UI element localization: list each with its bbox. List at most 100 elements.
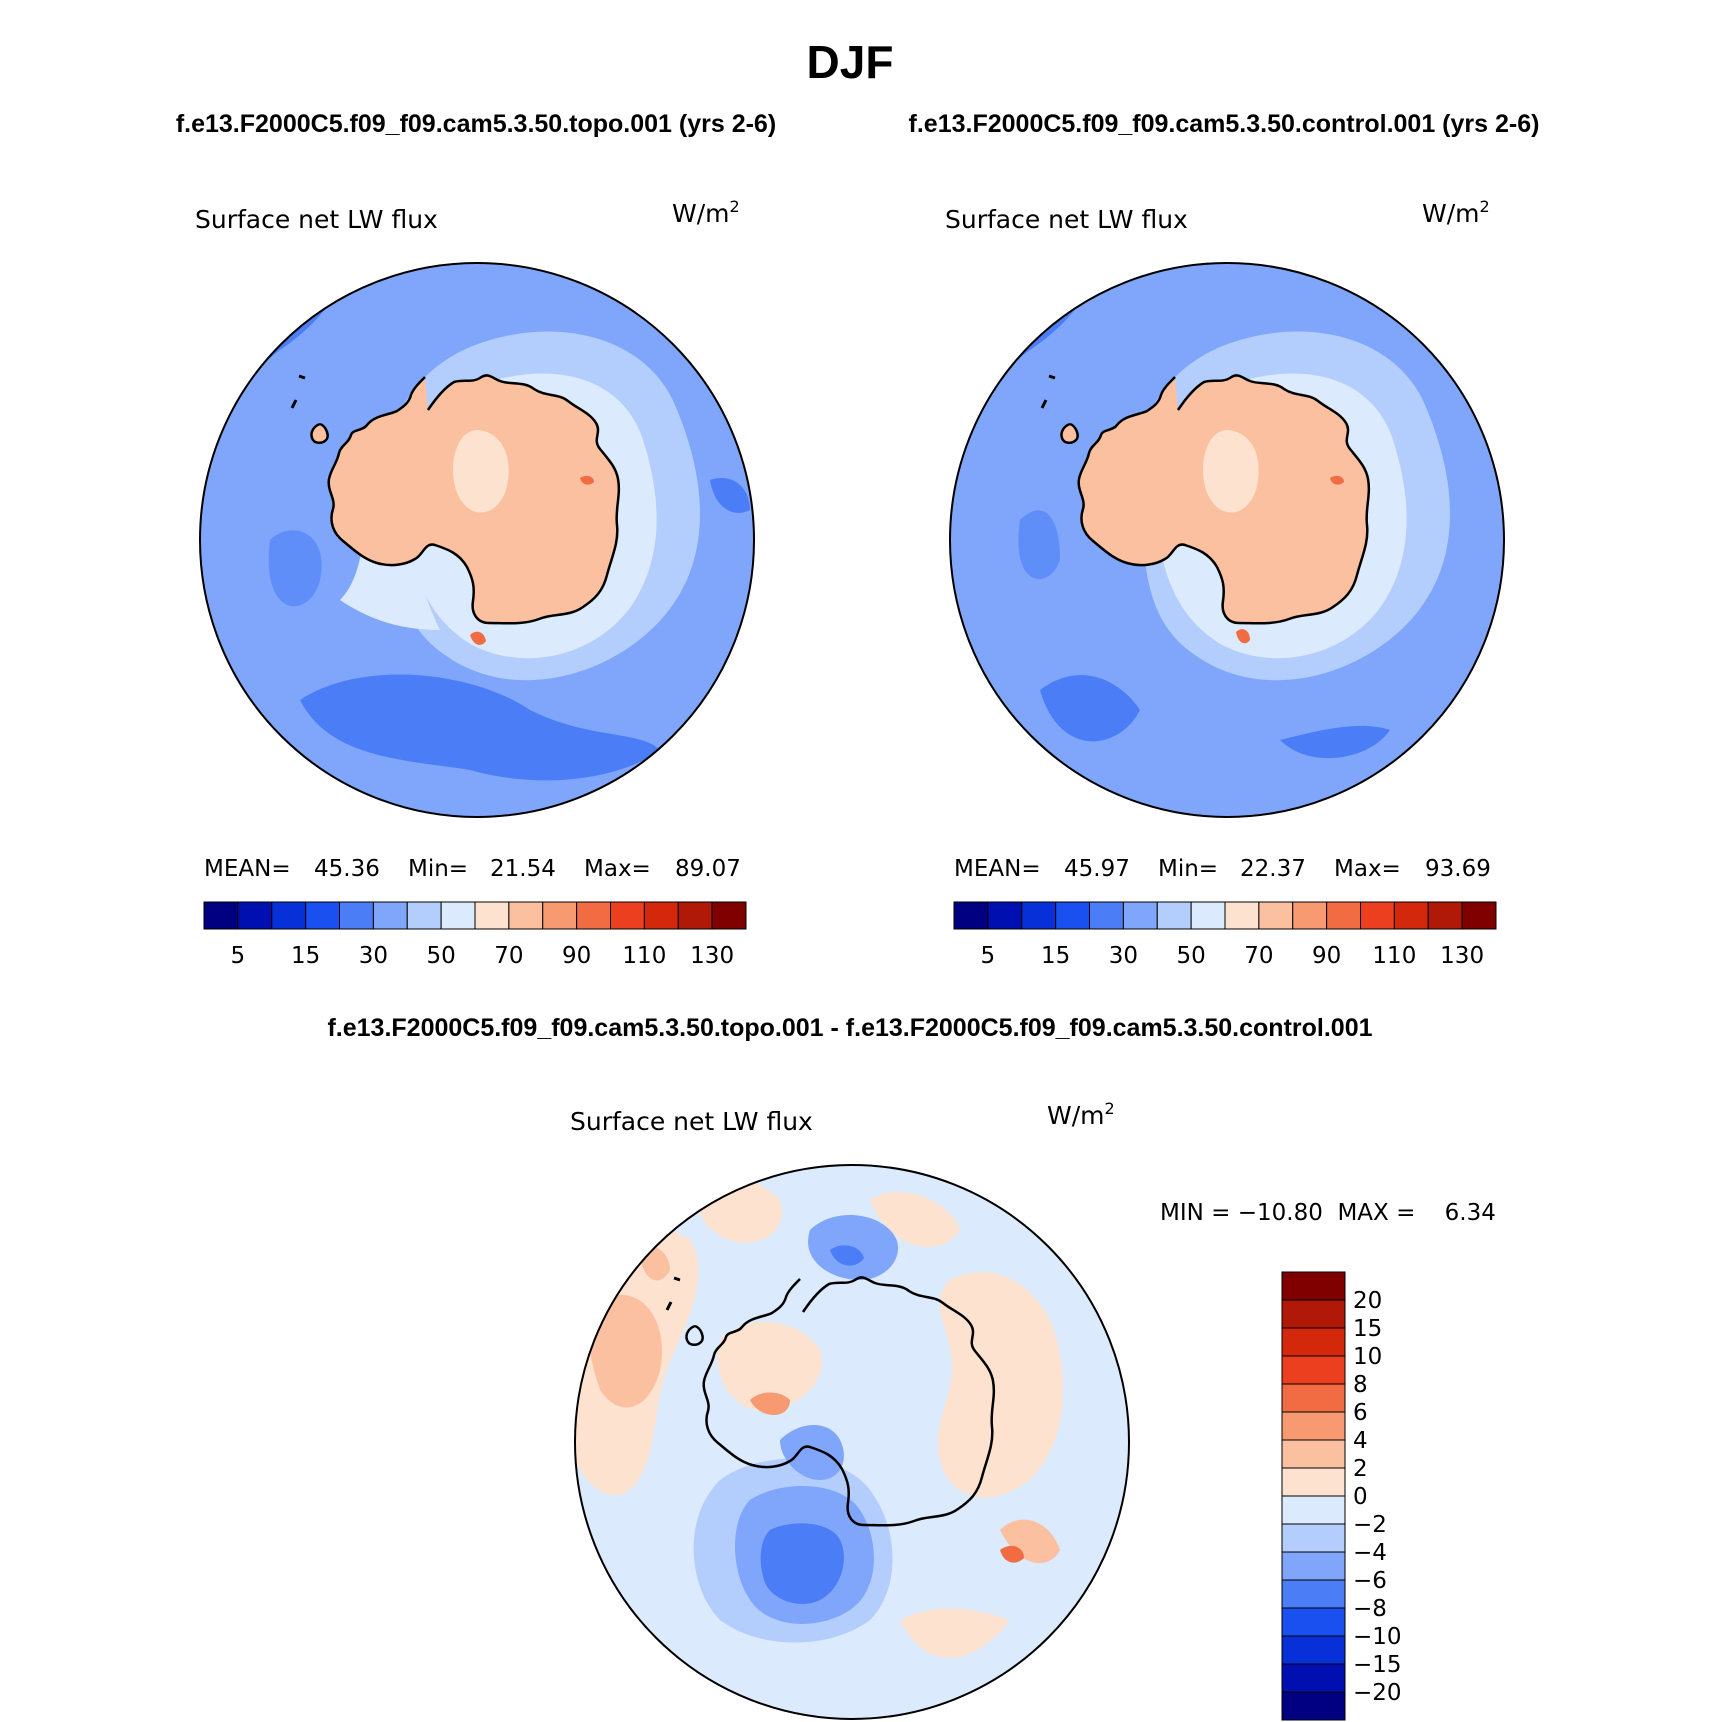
colorbar-tick-label: 130 [1440, 943, 1484, 969]
difference-units: W/m2 [1047, 1099, 1115, 1130]
stats-mean-label: MEAN= [954, 856, 1041, 882]
colorbar-tick-label: 130 [690, 943, 734, 969]
colorbar-box [1281, 1691, 1346, 1721]
map-difference-frame [574, 1164, 1130, 1720]
colorbar-box [305, 901, 340, 930]
colorbar-box [1281, 1495, 1346, 1525]
colorbar-tick-label: −8 [1353, 1596, 1387, 1622]
colorbar-box [1281, 1299, 1346, 1329]
colorbar-box [237, 901, 273, 930]
map-difference [575, 1165, 1129, 1719]
colorbar-box [1281, 1383, 1346, 1413]
colorbar-tick-label: 110 [1372, 943, 1416, 969]
colorbar-box [1258, 901, 1294, 930]
colorbar-box [440, 901, 476, 930]
colorbar-box [1281, 1411, 1346, 1441]
colorbar-control: 5 15 30 50 70 90 110 130 [953, 901, 1497, 969]
difference-variable: Surface net LW flux [570, 1107, 813, 1136]
colorbar-box [542, 901, 578, 930]
stats-min-value: 21.54 [490, 856, 556, 882]
colorbar-box [1224, 901, 1260, 930]
colorbar-box [1021, 901, 1057, 930]
panel-control-stats: MEAN= 45.97 Min= 22.37 Max= 93.69 [954, 856, 1491, 882]
difference-title: f.e13.F2000C5.f09_f09.cam5.3.50.topo.001… [327, 1014, 1372, 1042]
colorbar-tick-label: −10 [1353, 1624, 1402, 1650]
colorbar-tick-label: −15 [1353, 1652, 1402, 1678]
colorbar-box [1281, 1663, 1346, 1693]
colorbar-box [610, 901, 645, 930]
stats-mean-value: 45.36 [314, 856, 380, 882]
colorbar-box [987, 901, 1023, 930]
panel-control-units: W/m2 [1422, 197, 1490, 228]
map-control-frame [949, 262, 1505, 818]
colorbar-tick-label: 10 [1353, 1344, 1382, 1370]
colorbar-box [508, 901, 544, 930]
colorbar-tick-label: 50 [1176, 943, 1205, 969]
colorbar-tick-label: −4 [1353, 1540, 1387, 1566]
colorbar-tick-label: 0 [1353, 1484, 1368, 1510]
colorbar-box [576, 901, 611, 930]
colorbar-box [1281, 1607, 1346, 1637]
colorbar-tick-label: 70 [1244, 943, 1273, 969]
colorbar-tick-label: 90 [562, 943, 591, 969]
stats-max-label: Max= [584, 856, 651, 882]
colorbar-tick-label: 30 [359, 943, 388, 969]
stats-max-label: Max= [1334, 856, 1401, 882]
colorbar-tick-label: 110 [622, 943, 666, 969]
colorbar-tick-label: 6 [1353, 1400, 1368, 1426]
colorbar-topo: 5 15 30 50 70 90 110 130 [203, 901, 747, 969]
colorbar-tick-label: 2 [1353, 1456, 1368, 1482]
stats-max-value: 93.69 [1425, 856, 1491, 882]
colorbar-box [1360, 901, 1395, 930]
colorbar-box [406, 901, 442, 930]
panel-topo-stats: MEAN= 45.36 Min= 21.54 Max= 89.07 [204, 856, 741, 882]
panel-topo-case-title: f.e13.F2000C5.f09_f09.cam5.3.50.topo.001… [176, 110, 776, 138]
colorbar-box [1281, 1523, 1346, 1553]
colorbar-box [1281, 1439, 1346, 1469]
colorbar-box [1281, 1327, 1346, 1357]
colorbar-tick-label: 8 [1353, 1372, 1368, 1398]
colorbar-tick-label: −20 [1353, 1680, 1402, 1706]
panel-control-case-title: f.e13.F2000C5.f09_f09.cam5.3.50.control.… [909, 110, 1540, 138]
stats-mean-value: 45.97 [1064, 856, 1130, 882]
panel-topo-units: W/m2 [672, 197, 740, 228]
colorbar-box [203, 901, 239, 930]
colorbar-box [1055, 901, 1090, 930]
colorbar-tick-label: −2 [1353, 1512, 1387, 1538]
colorbar-tick-label: 15 [1041, 943, 1070, 969]
panel-control-variable: Surface net LW flux [945, 205, 1188, 234]
colorbar-tick-label: 30 [1109, 943, 1138, 969]
colorbar-box [1393, 901, 1429, 930]
colorbar-box [1427, 901, 1463, 930]
colorbar-box [1281, 1635, 1346, 1665]
colorbar-tick-label: 15 [291, 943, 320, 969]
colorbar-box [1089, 901, 1124, 930]
colorbar-box [474, 901, 510, 930]
stats-min-label: Min= [1158, 856, 1218, 882]
colorbar-tick-label: 5 [981, 943, 996, 969]
figure-title: DJF [807, 36, 894, 88]
colorbar-tick-label: 4 [1353, 1428, 1368, 1454]
colorbar-box [643, 901, 679, 930]
colorbar-box [1281, 1271, 1346, 1301]
colorbar-box [1122, 901, 1158, 930]
colorbar-box [677, 901, 713, 930]
panel-topo-variable: Surface net LW flux [195, 205, 438, 234]
stats-max-value: 89.07 [675, 856, 741, 882]
colorbar-box [1281, 1579, 1346, 1609]
difference-minmax: MIN = −10.80 MAX = 6.34 [1160, 1200, 1496, 1226]
colorbar-box [1292, 901, 1328, 930]
map-topo-frame [199, 262, 755, 818]
colorbar-box [1281, 1355, 1346, 1385]
panel-topo: f.e13.F2000C5.f09_f09.cam5.3.50.topo.001… [176, 110, 776, 969]
colorbar-box [1281, 1551, 1346, 1581]
colorbar-box [1156, 901, 1192, 930]
colorbar-box [271, 901, 307, 930]
colorbar-tick-label: 15 [1353, 1316, 1382, 1342]
colorbar-box [372, 901, 408, 930]
colorbar-box [711, 901, 747, 930]
map-topo [200, 263, 754, 817]
colorbar-box [953, 901, 989, 930]
colorbar-tick-label: −6 [1353, 1568, 1387, 1594]
